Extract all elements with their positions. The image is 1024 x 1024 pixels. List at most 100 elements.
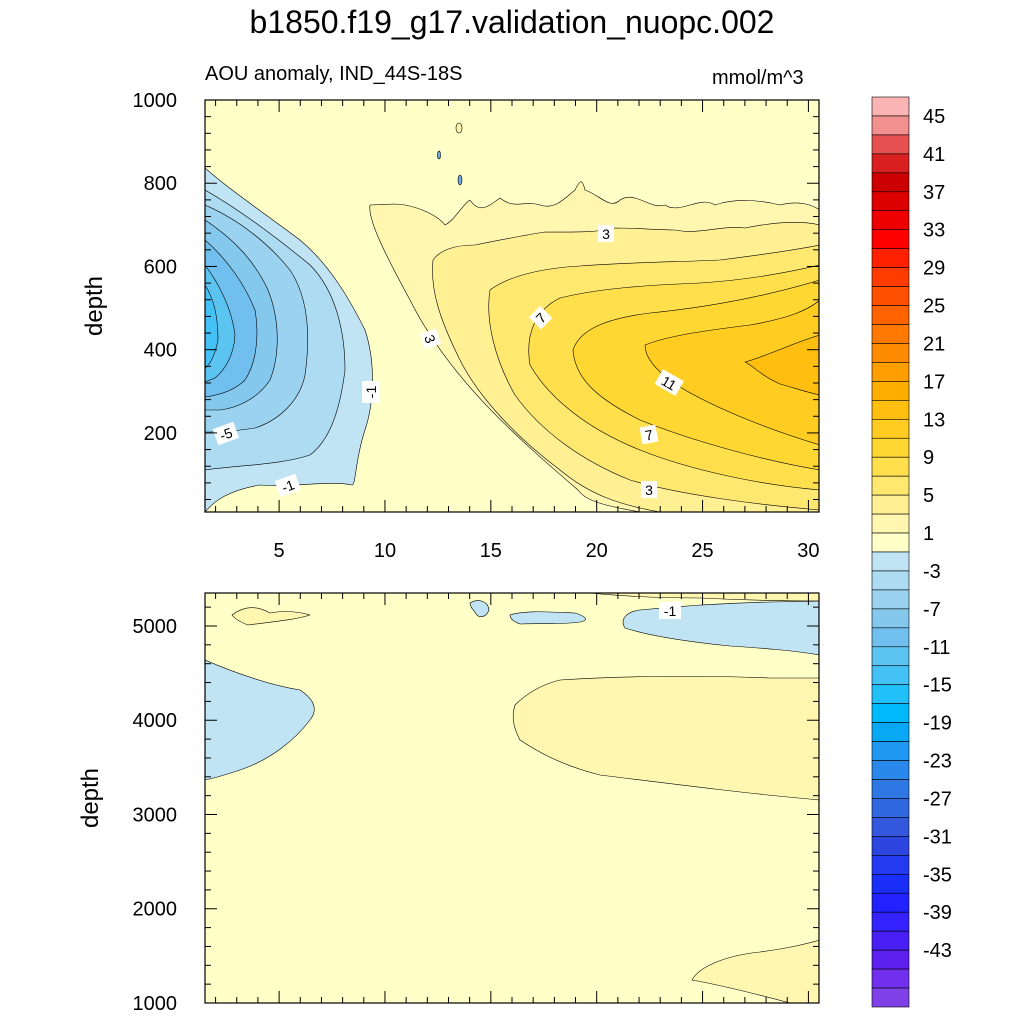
colorbar-swatch bbox=[871, 172, 910, 193]
y-tick-label: 2000 bbox=[133, 899, 178, 921]
y-tick-label: 400 bbox=[144, 340, 177, 362]
contour-label-group: 3 7 3 -1 11 -5 7 -1 3 bbox=[212, 225, 684, 498]
y-tick-label: 200 bbox=[144, 423, 177, 445]
colorbar-swatch bbox=[871, 741, 910, 761]
fill-warm-patch bbox=[231, 607, 311, 626]
colorbar-swatch bbox=[871, 722, 910, 742]
colorbar-swatch bbox=[871, 475, 910, 496]
top-panel-ticks bbox=[205, 99, 819, 512]
fill-speck-2 bbox=[437, 150, 441, 160]
colorbar-swatch bbox=[871, 134, 910, 155]
colorbar-swatch bbox=[871, 286, 910, 306]
colorbar-label: 41 bbox=[923, 144, 945, 166]
colorbar-label: 33 bbox=[923, 220, 945, 242]
colorbar-swatch bbox=[871, 911, 910, 932]
colorbar-swatch bbox=[871, 987, 910, 1008]
colorbar-swatch bbox=[871, 362, 910, 382]
fill-11-13 bbox=[644, 300, 819, 446]
colorbar-swatch bbox=[871, 817, 910, 837]
contour-label-text: -5 bbox=[217, 424, 234, 443]
colorbar-swatch bbox=[871, 627, 910, 648]
fill-speck-1 bbox=[455, 122, 463, 134]
fill-13-15 bbox=[744, 334, 819, 396]
x-tick-label: 20 bbox=[586, 540, 608, 562]
colorbar-label: -43 bbox=[923, 940, 952, 962]
colorbar-swatch bbox=[871, 456, 910, 477]
x-tick-label: 30 bbox=[797, 540, 819, 562]
fill-neg13 bbox=[205, 284, 219, 369]
colorbar-label: -23 bbox=[923, 751, 952, 773]
chart-title: b1850.f19_g17.validation_nuopc.002 bbox=[249, 4, 775, 40]
y-tick-label: 5000 bbox=[133, 616, 178, 638]
contour-label-7a: 7 bbox=[528, 305, 553, 330]
fill-warm-bottom bbox=[691, 939, 819, 1003]
colorbar-swatch bbox=[871, 381, 910, 401]
colorbar-label: 1 bbox=[923, 523, 934, 545]
contour-label-7b: 7 bbox=[639, 424, 659, 445]
colorbar-label: -15 bbox=[923, 675, 952, 697]
colorbar-swatch bbox=[871, 210, 910, 231]
colorbar-label: -35 bbox=[923, 864, 952, 886]
colorbar-swatch bbox=[871, 153, 910, 174]
colorbar-swatch bbox=[871, 400, 910, 420]
fill-base bbox=[205, 593, 819, 1003]
panel-subtitle-left: AOU anomaly, IND_44S-18S bbox=[205, 63, 463, 85]
colorbar-label: -19 bbox=[923, 713, 952, 735]
colorbar-swatch bbox=[871, 930, 910, 951]
colorbar-label: 37 bbox=[923, 182, 945, 204]
top-panel-tick-labels: 5 10 15 20 25 30 200 400 600 800 1000 bbox=[133, 90, 820, 562]
colorbar-swatch bbox=[871, 589, 910, 610]
colorbar-swatch bbox=[871, 855, 910, 875]
x-tick-label: 25 bbox=[691, 540, 713, 562]
panel-units-label: mmol/m^3 bbox=[712, 67, 804, 89]
colorbar-swatch bbox=[871, 798, 910, 818]
colorbar-swatch bbox=[871, 570, 910, 591]
colorbar-label: 21 bbox=[923, 333, 945, 355]
top-panel: 3 7 3 -1 11 -5 7 -1 3 5 10 15 20 25 30 200 400 6… bbox=[81, 90, 820, 562]
colorbar-label: 29 bbox=[923, 258, 945, 280]
fill-warm-top bbox=[589, 593, 819, 602]
colorbar-swatch bbox=[871, 665, 910, 686]
colorbar-swatch bbox=[871, 324, 910, 344]
colorbar-swatch bbox=[871, 949, 910, 970]
contour-label-text: -1 bbox=[363, 386, 379, 399]
colorbar-label: 5 bbox=[923, 485, 934, 507]
colorbar-swatch bbox=[871, 248, 910, 268]
contour-label-3c: 3 bbox=[641, 481, 657, 498]
colorbar-swatch bbox=[871, 229, 910, 249]
colorbar-swatch bbox=[871, 267, 910, 287]
contour-label-11: 11 bbox=[654, 369, 684, 396]
colorbar-swatch bbox=[871, 779, 910, 799]
colorbar-swatch bbox=[871, 418, 910, 439]
colorbar-swatch bbox=[871, 646, 910, 667]
colorbar: 45 41 37 33 29 25 21 17 13 9 5 1 -3 -7 -11 -15 -19 -23 -27… bbox=[871, 96, 952, 1008]
colorbar-swatch bbox=[871, 760, 910, 780]
y-tick-label: 1000 bbox=[133, 993, 178, 1015]
contour-label-3b: 3 bbox=[419, 328, 442, 350]
colorbar-label: -3 bbox=[923, 561, 941, 583]
bottom-panel: -1 1000 2000 3000 4000 5000 depth bbox=[77, 592, 820, 1015]
bottom-panel-ylabel: depth bbox=[77, 768, 104, 828]
contour-label-neg1b: -1 bbox=[274, 473, 302, 498]
colorbar-swatch bbox=[871, 115, 910, 136]
y-tick-label: 4000 bbox=[133, 710, 178, 732]
contour-label-3a: 3 bbox=[598, 225, 614, 242]
colorbar-label: 45 bbox=[923, 106, 945, 128]
colorbar-swatch bbox=[871, 703, 910, 723]
colorbar-swatch bbox=[871, 305, 910, 325]
colorbar-swatch bbox=[871, 608, 910, 629]
colorbar-label: -39 bbox=[923, 902, 952, 924]
fill-cool-left bbox=[205, 659, 315, 781]
colorbar-label: -7 bbox=[923, 599, 941, 621]
colorbar-swatch bbox=[871, 343, 910, 363]
y-tick-label: 600 bbox=[144, 256, 177, 278]
colorbar-swatch bbox=[871, 96, 910, 117]
colorbar-swatch bbox=[871, 494, 910, 515]
contour-label-neg1a: -1 bbox=[362, 381, 379, 403]
colorbar-swatch bbox=[871, 892, 910, 913]
contour-label-neg1c: -1 bbox=[659, 602, 681, 619]
colorbar-label: 13 bbox=[923, 409, 945, 431]
x-tick-label: 15 bbox=[480, 540, 502, 562]
fill-speck-3 bbox=[457, 174, 463, 186]
